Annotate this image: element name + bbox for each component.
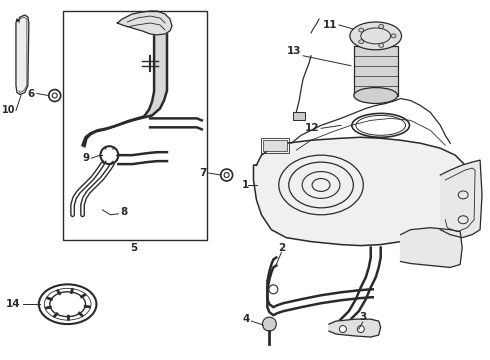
Bar <box>262 138 289 153</box>
Text: 7: 7 <box>199 168 207 178</box>
Ellipse shape <box>263 317 276 331</box>
Ellipse shape <box>359 28 364 32</box>
Bar <box>63 11 207 240</box>
Ellipse shape <box>354 87 397 103</box>
Polygon shape <box>137 12 152 14</box>
Bar <box>354 46 397 95</box>
Polygon shape <box>154 31 167 91</box>
Text: 13: 13 <box>287 46 301 56</box>
Ellipse shape <box>350 22 401 50</box>
Polygon shape <box>142 12 160 16</box>
Polygon shape <box>16 15 29 95</box>
Ellipse shape <box>269 285 278 294</box>
Polygon shape <box>441 160 482 238</box>
Polygon shape <box>82 137 87 146</box>
Polygon shape <box>117 11 172 35</box>
Ellipse shape <box>340 325 346 333</box>
Bar <box>264 140 287 151</box>
Polygon shape <box>152 91 167 102</box>
Polygon shape <box>97 128 107 131</box>
Text: 4: 4 <box>242 314 249 324</box>
Text: 2: 2 <box>278 243 285 253</box>
Polygon shape <box>105 125 117 129</box>
Ellipse shape <box>379 43 384 47</box>
Text: 1: 1 <box>242 180 249 190</box>
Text: 10: 10 <box>1 105 15 116</box>
Ellipse shape <box>359 40 364 44</box>
Text: 5: 5 <box>131 243 138 253</box>
Text: 12: 12 <box>305 123 319 133</box>
Text: 11: 11 <box>322 20 337 30</box>
Polygon shape <box>149 15 164 22</box>
Ellipse shape <box>379 24 384 28</box>
Text: 3: 3 <box>359 312 367 322</box>
Text: 9: 9 <box>82 153 90 163</box>
Text: 8: 8 <box>121 207 127 217</box>
Polygon shape <box>114 120 132 126</box>
Polygon shape <box>149 100 164 109</box>
Polygon shape <box>86 133 91 138</box>
Bar <box>293 112 305 120</box>
Text: 6: 6 <box>27 89 35 99</box>
Polygon shape <box>400 228 462 267</box>
Polygon shape <box>152 21 167 32</box>
Text: 14: 14 <box>6 299 21 309</box>
Ellipse shape <box>391 34 396 38</box>
Polygon shape <box>144 108 160 116</box>
Polygon shape <box>127 116 152 121</box>
Polygon shape <box>329 319 381 337</box>
Polygon shape <box>91 130 98 134</box>
Polygon shape <box>253 137 470 246</box>
Ellipse shape <box>357 325 364 333</box>
